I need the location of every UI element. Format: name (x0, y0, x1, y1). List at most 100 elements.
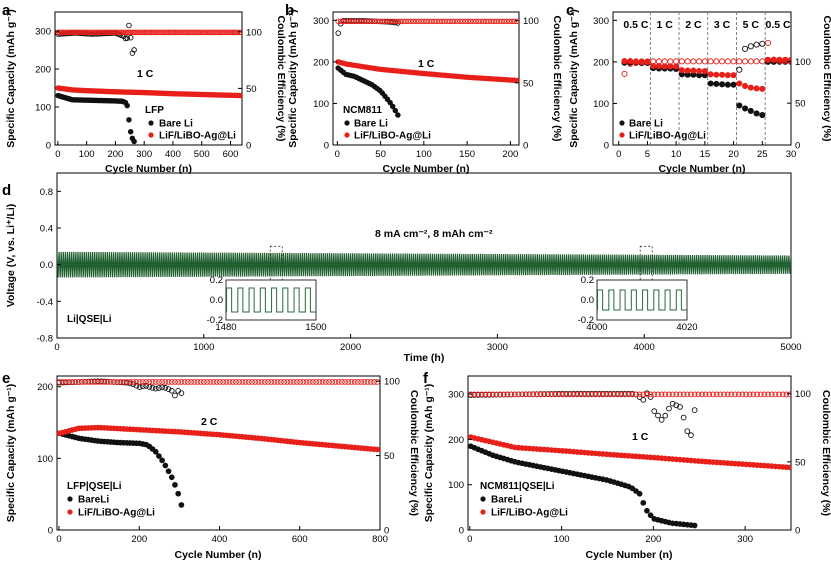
x-tick-label-c-4: 20 (728, 149, 739, 160)
x-tick-label-f-1: 100 (554, 534, 570, 545)
point-a-s3-55 (150, 29, 156, 36)
point-e-s3-80 (313, 379, 320, 385)
point-c-s1-25 (764, 56, 772, 63)
point-f-s3-49 (647, 391, 654, 398)
point-c-s3-0 (621, 70, 628, 77)
point-a-s3-77 (188, 29, 194, 36)
point-e-s3-6 (75, 379, 82, 385)
point-f-s2-60 (688, 432, 694, 438)
point-b-s3-13 (369, 18, 375, 25)
point-a-s3-18 (86, 29, 92, 36)
x-tick-label-d-5: 5000 (780, 342, 801, 353)
rate-label-c-1: 1 C (657, 19, 674, 31)
point-f-s3-33 (589, 391, 595, 398)
point-a-s3-92 (214, 29, 220, 36)
y2-tick-label-e-2: 100 (384, 377, 400, 388)
point-f-s3-59 (684, 391, 691, 398)
point-e-s1-99 (374, 446, 380, 453)
point-a-s3-79 (191, 29, 198, 36)
point-f-s3-58 (680, 391, 687, 398)
point-c-s3-10 (678, 58, 685, 65)
point-b-s3-8 (356, 18, 362, 25)
point-e-s3-79 (310, 379, 316, 385)
y-tick-label-e-1: 100 (37, 454, 53, 465)
point-e-s3-28 (146, 379, 153, 385)
point-f-s3-72 (732, 391, 738, 398)
point-e-s2-28 (146, 384, 153, 390)
y-tick-label-e-2: 200 (37, 382, 53, 393)
point-f-s3-46 (636, 391, 643, 398)
point-c-s2-1 (742, 45, 749, 52)
point-e-s3-50 (217, 379, 223, 385)
point-a-s3-51 (143, 29, 149, 36)
point-b-s3-43 (447, 18, 453, 25)
point-c-s1-22 (747, 84, 754, 91)
point-f-s2-61 (691, 407, 698, 413)
point-b-s3-59 (488, 18, 495, 25)
point-f-s2-52 (658, 417, 665, 423)
point-a-s3-12 (76, 29, 82, 36)
point-f-s3-80 (761, 391, 768, 398)
point-b-s0-21 (389, 103, 396, 110)
point-b-s3-58 (485, 18, 492, 25)
inset-ytick-d-0-1: 0.0 (210, 295, 223, 306)
y-ticks-b: 0 100 200 300 (313, 16, 337, 152)
point-f-s1-87 (787, 464, 791, 471)
point-c-s3-17 (719, 58, 726, 65)
x-axis-label-b: Cycle Number (n) (383, 163, 470, 175)
point-a-s3-48 (138, 29, 144, 36)
point-c-s3-2 (632, 59, 640, 67)
point-e-s3-48 (210, 379, 217, 385)
point-e-s2-30 (152, 385, 159, 392)
point-a-s3-27 (102, 29, 108, 36)
point-e-s3-37 (175, 379, 182, 385)
rate-label-c-2: 2 C (685, 19, 702, 31)
point-e-s0-37 (175, 490, 182, 497)
point-c-s1-10 (678, 67, 685, 74)
point-f-s3-23 (552, 391, 559, 398)
point-f-s3-51 (655, 391, 661, 398)
point-e-s0-35 (168, 474, 175, 481)
point-f-s3-6 (489, 391, 496, 398)
x-tick-label-d-2: 2000 (340, 342, 361, 353)
point-c-s1-16 (713, 71, 720, 78)
point-b-s3-21 (389, 18, 396, 25)
point-f-s2-59 (684, 428, 691, 435)
x-ticks-a: 0 100 200 300 400 500 600 (55, 141, 238, 160)
point-e-s2-24 (133, 382, 140, 389)
x-tick-label-c-2: 10 (671, 149, 682, 160)
point-a-s3-82 (196, 29, 203, 36)
point-e-s3-45 (201, 379, 207, 385)
point-a-s3-11 (74, 29, 80, 36)
point-f-s2-58 (680, 414, 687, 421)
panel-d: d 0 1000 2000 3000 4000 5000 -0.8 -0.4 0.0 0.4 0.… (2, 172, 802, 364)
x-tick-label-d-4: 4000 (634, 342, 655, 353)
point-b-s1-69 (514, 77, 519, 84)
point-a-s3-81 (195, 29, 201, 36)
legend-marker-mod-e (67, 509, 73, 515)
inset-frame-d-1 (596, 279, 688, 321)
point-e-s3-66 (268, 379, 275, 385)
point-c-s2-2 (747, 43, 754, 50)
point-a-s3-99 (226, 29, 232, 36)
inset-marker-d-0 (269, 245, 283, 284)
y2-axis-label-b: Coulombic Efficiency (%) (551, 15, 563, 141)
point-e-s3-74 (294, 379, 300, 385)
point-b-s3-12 (366, 18, 373, 25)
point-f-s3-61 (691, 391, 698, 398)
point-f-s3-44 (629, 391, 636, 398)
point-a-s3-60 (158, 29, 165, 36)
point-e-s3-8 (82, 379, 88, 385)
point-e-s3-64 (261, 379, 268, 385)
point-b-s3-55 (478, 18, 484, 25)
point-e-s2-34 (165, 386, 172, 392)
point-f-s3-45 (633, 391, 639, 398)
point-f-s2-57 (677, 404, 683, 410)
point-c-s3-23 (753, 58, 760, 65)
x-tick-label-e-0: 0 (56, 534, 61, 545)
legend-title-a: LFP (145, 105, 164, 116)
point-b-s3-9 (358, 18, 365, 25)
point-e-s3-26 (140, 379, 146, 385)
legend-marker-mod-b (344, 132, 350, 138)
point-e-s3-16 (107, 379, 114, 385)
